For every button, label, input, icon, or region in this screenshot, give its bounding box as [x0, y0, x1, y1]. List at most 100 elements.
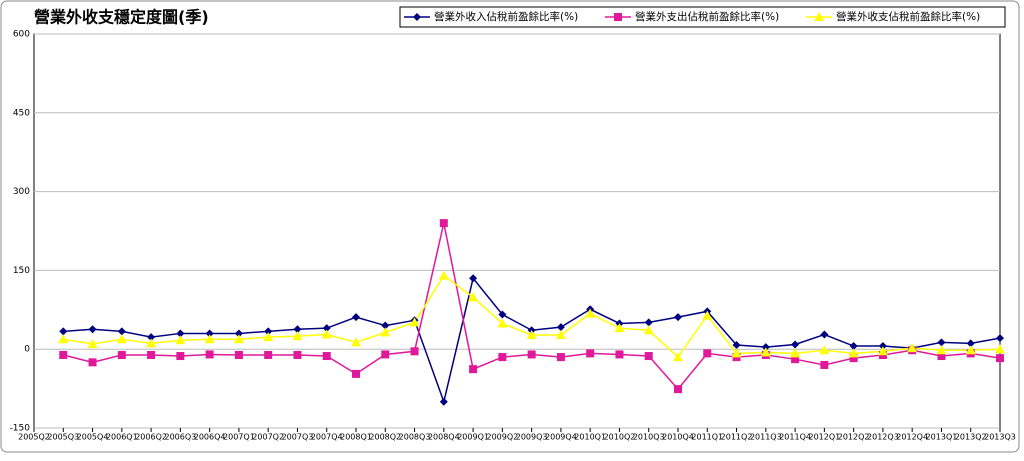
- x-tick-label: 2011Q4: [779, 433, 811, 442]
- marker: [59, 350, 68, 359]
- marker: [702, 310, 713, 320]
- y-tick-label: 0: [24, 345, 30, 355]
- legend-label: 營業外支出佔稅前盈餘比率(%): [635, 10, 779, 23]
- marker: [293, 325, 302, 334]
- x-tick-label: 2013Q3: [984, 433, 1016, 442]
- marker: [175, 335, 186, 345]
- marker: [814, 12, 824, 21]
- x-tick-label: 2013Q2: [955, 433, 987, 442]
- plot-area: [33, 33, 1001, 429]
- x-tick-label: 2009Q2: [486, 433, 518, 442]
- x-tick-label: 2012Q4: [896, 433, 928, 442]
- legend-label: 營業外收支佔稅前盈餘比率(%): [836, 10, 980, 23]
- marker: [59, 327, 68, 336]
- marker: [352, 369, 360, 378]
- marker: [498, 310, 507, 319]
- marker: [292, 331, 303, 341]
- marker: [731, 348, 742, 358]
- y-tick-label: 300: [13, 187, 30, 197]
- marker: [556, 353, 565, 362]
- marker: [819, 345, 830, 355]
- marker: [380, 327, 391, 337]
- marker: [878, 342, 887, 351]
- marker: [937, 338, 946, 347]
- marker: [555, 330, 566, 340]
- x-tick-label: 2005Q4: [77, 433, 109, 442]
- marker: [409, 317, 420, 327]
- x-tick-label: 2006Q2: [135, 433, 167, 442]
- marker: [820, 330, 829, 339]
- marker: [116, 334, 127, 344]
- x-tick-label: 2006Q4: [194, 433, 226, 442]
- marker: [791, 355, 800, 364]
- marker: [966, 339, 975, 348]
- x-tick-label: 2010Q3: [633, 433, 665, 442]
- x-tick-label: 2008Q1: [340, 433, 372, 442]
- marker: [146, 338, 157, 348]
- marker: [352, 313, 360, 322]
- marker: [673, 352, 683, 362]
- marker: [351, 337, 361, 347]
- marker: [147, 350, 156, 359]
- marker: [88, 325, 97, 334]
- marker: [439, 397, 448, 406]
- marker: [321, 329, 332, 339]
- marker: [87, 338, 98, 348]
- marker: [760, 347, 771, 357]
- marker: [849, 342, 858, 351]
- marker: [877, 346, 888, 356]
- x-tick-label: 2010Q2: [604, 433, 636, 442]
- marker: [117, 350, 126, 359]
- marker: [614, 323, 625, 333]
- marker: [117, 327, 126, 336]
- y-tick-label: 450: [13, 108, 30, 118]
- marker: [849, 354, 858, 363]
- marker: [147, 333, 156, 342]
- marker: [585, 308, 596, 318]
- marker: [234, 350, 243, 359]
- marker: [439, 219, 448, 228]
- marker: [497, 318, 508, 328]
- marker: [965, 345, 976, 355]
- marker: [586, 349, 595, 358]
- marker: [937, 352, 946, 361]
- marker: [644, 318, 653, 327]
- x-tick-label: 2010Q1: [574, 433, 606, 442]
- marker: [614, 13, 622, 21]
- marker: [322, 324, 331, 333]
- y-tick-label: 150: [13, 266, 30, 276]
- y-tick-label: 600: [13, 30, 30, 40]
- marker: [526, 330, 537, 340]
- marker: [413, 13, 421, 21]
- x-tick-label: 2009Q3: [516, 433, 548, 442]
- marker: [644, 352, 653, 361]
- x-tick-label: 2011Q3: [750, 433, 782, 442]
- marker: [58, 334, 69, 344]
- marker: [469, 274, 478, 283]
- marker: [907, 343, 918, 353]
- x-tick-label: 2005Q3: [47, 433, 79, 442]
- marker: [205, 350, 214, 359]
- marker: [995, 344, 1005, 354]
- marker: [263, 332, 274, 342]
- marker: [527, 350, 536, 359]
- marker: [820, 360, 829, 369]
- x-tick-label: 2008Q2: [369, 433, 401, 442]
- x-tick-label: 2013Q1: [926, 433, 958, 442]
- x-tick-label: 2006Q1: [106, 433, 138, 442]
- marker: [176, 329, 185, 338]
- marker: [732, 340, 741, 349]
- marker: [643, 325, 654, 335]
- marker: [936, 345, 947, 355]
- marker: [233, 334, 244, 344]
- x-tick-label: 2007Q4: [311, 433, 343, 442]
- marker: [996, 354, 1004, 363]
- marker: [322, 352, 331, 361]
- marker: [790, 348, 801, 358]
- marker: [615, 350, 624, 359]
- legend-box: [399, 6, 1006, 28]
- x-tick-label: 2007Q1: [223, 433, 255, 442]
- marker: [791, 340, 800, 349]
